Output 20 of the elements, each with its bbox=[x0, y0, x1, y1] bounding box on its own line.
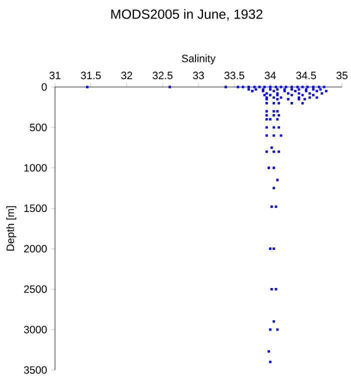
y-tick-label: 500 bbox=[30, 124, 47, 132]
x-tick-label: 33 bbox=[192, 72, 204, 80]
x-axis-title: Salinity bbox=[182, 54, 216, 64]
y-tick-label: 1500 bbox=[24, 204, 47, 212]
y-tick-label: 3500 bbox=[24, 366, 47, 374]
y-tick-label: 2500 bbox=[24, 285, 47, 293]
y-axis-title: Depth [m] bbox=[6, 206, 16, 251]
x-tick-label: 34 bbox=[264, 72, 276, 80]
chart-title: MODS2005 in June, 1932 bbox=[111, 9, 262, 20]
x-tick-label: 35 bbox=[336, 72, 348, 80]
x-tick-label: 33.5 bbox=[224, 72, 244, 80]
x-tick-label: 32 bbox=[121, 72, 132, 80]
x-tick-label: 34.5 bbox=[296, 72, 316, 80]
x-tick-label: 31 bbox=[49, 72, 60, 80]
y-tick-label: 1000 bbox=[24, 164, 47, 172]
y-tick-label: 0 bbox=[41, 83, 47, 91]
x-tick-label: 31.5 bbox=[80, 72, 101, 80]
x-tick-label: 32.5 bbox=[152, 72, 172, 80]
y-tick-label: 3000 bbox=[24, 326, 47, 334]
y-tick-label: 2000 bbox=[24, 244, 47, 252]
